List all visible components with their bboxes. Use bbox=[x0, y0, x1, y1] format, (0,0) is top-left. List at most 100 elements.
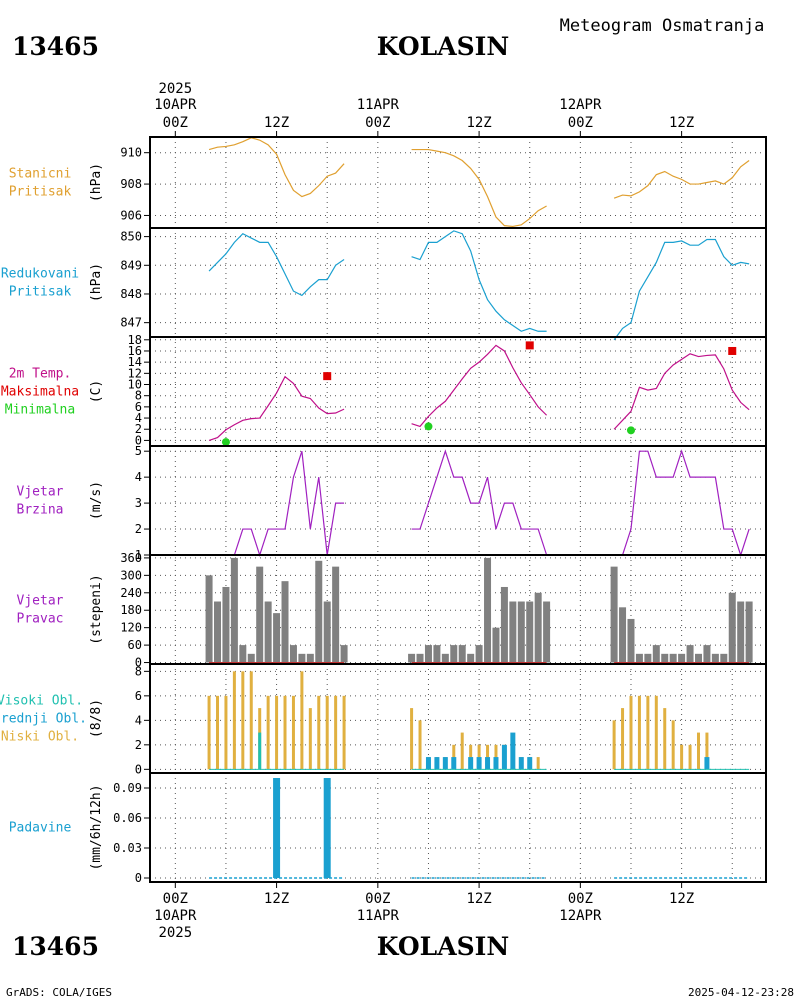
panel-label: Vjetar bbox=[17, 594, 64, 609]
cloud-low-bar bbox=[334, 695, 338, 770]
station-id-top: 13465 bbox=[12, 32, 99, 61]
wind-dir-bar bbox=[264, 601, 272, 663]
cloud-mid-bar bbox=[468, 757, 474, 770]
wind-dir-bar bbox=[273, 613, 281, 663]
wind-dir-bar bbox=[433, 645, 441, 663]
ylabel: (hPa) bbox=[89, 263, 104, 302]
wind-dir-bar bbox=[256, 566, 264, 663]
ytick-label: 12 bbox=[128, 366, 142, 380]
ytick-label: 0.06 bbox=[113, 811, 142, 825]
panel-precipitation: 0 0.03 0.06 0.09 (mm/6h/12h) Padavine bbox=[9, 772, 767, 885]
panel-frame bbox=[149, 136, 767, 229]
cloud-low-bar bbox=[275, 695, 279, 770]
cloud-low-bar bbox=[629, 695, 633, 770]
time-label-hour: 12Z bbox=[466, 115, 491, 131]
time-label-hour: 00Z bbox=[163, 115, 188, 131]
ytick-label: 16 bbox=[128, 344, 142, 358]
ytick-label: 180 bbox=[120, 603, 142, 617]
time-label-year: 2025 bbox=[158, 81, 192, 97]
cloud-mid-bar bbox=[476, 757, 482, 770]
cloud-low-bar bbox=[688, 744, 692, 770]
ytick-label: 2 bbox=[135, 738, 142, 752]
wind-dir-bar bbox=[703, 645, 711, 663]
cloud-low-bar bbox=[612, 720, 616, 770]
tmax-marker bbox=[323, 372, 332, 381]
cloud-low-bar bbox=[460, 732, 464, 770]
wind-dir-bar bbox=[694, 653, 702, 663]
wind-dir-bar bbox=[205, 575, 213, 663]
wind-dir-bar bbox=[509, 601, 517, 663]
wind-dir-bar bbox=[332, 566, 340, 663]
cloud-mid-bar bbox=[501, 744, 507, 770]
series-line bbox=[411, 344, 548, 428]
precip-bar bbox=[273, 778, 281, 878]
series-line bbox=[613, 353, 750, 430]
ytick-label: 0 bbox=[135, 656, 142, 670]
ytick-label: 0 bbox=[135, 762, 142, 776]
panel-label: Srednji Obl. bbox=[0, 712, 87, 727]
panel-frame bbox=[149, 336, 767, 447]
wind-dir-bar bbox=[526, 601, 534, 663]
wind-dir-bar bbox=[619, 607, 627, 663]
cloud-low-bar bbox=[291, 695, 295, 770]
wind-dir-bar bbox=[450, 645, 458, 663]
footer-timestamp: 2025-04-12-23:28 bbox=[688, 986, 794, 999]
ytick-label: 848 bbox=[120, 287, 142, 301]
ytick-label: 4 bbox=[135, 713, 142, 727]
ytick-label: 849 bbox=[120, 258, 142, 272]
time-label-hour: 12Z bbox=[669, 115, 694, 131]
wind-dir-bar bbox=[678, 653, 686, 663]
cloud-low-bar bbox=[207, 695, 211, 770]
cloud-low-bar bbox=[308, 708, 312, 770]
panel-label: Pritisak bbox=[9, 285, 72, 300]
time-label-hour: 00Z bbox=[568, 115, 593, 131]
cloud-high-bar bbox=[258, 732, 262, 770]
wind-dir-bar bbox=[711, 653, 719, 663]
wind-dir-bar bbox=[467, 653, 475, 663]
series-line bbox=[411, 449, 548, 556]
cloud-low-bar bbox=[249, 671, 253, 770]
series-line bbox=[208, 137, 345, 198]
wind-dir-bar bbox=[669, 653, 677, 663]
ytick-label: 2 bbox=[135, 422, 142, 436]
time-label-date: 10APR bbox=[154, 908, 197, 924]
wind-dir-bar bbox=[635, 653, 643, 663]
ylabel: (hPa) bbox=[89, 163, 104, 202]
ytick-label: 4 bbox=[135, 411, 142, 425]
ytick-label: 0 bbox=[135, 871, 142, 885]
cloud-low-bar bbox=[300, 671, 304, 770]
wind-dir-bar bbox=[652, 645, 660, 663]
panel-frame bbox=[149, 445, 767, 556]
cloud-low-bar bbox=[266, 695, 270, 770]
cloud-low-bar bbox=[418, 720, 422, 770]
cloud-mid-bar bbox=[451, 757, 457, 770]
cloud-low-bar bbox=[705, 732, 709, 770]
wind-dir-bar bbox=[214, 601, 222, 663]
cloud-low-bar bbox=[216, 695, 220, 770]
cloud-low-bar bbox=[342, 695, 346, 770]
wind-dir-bar bbox=[222, 586, 230, 663]
series-line bbox=[613, 160, 750, 199]
ytick-label: 906 bbox=[120, 208, 142, 222]
time-label-hour: 00Z bbox=[568, 891, 593, 907]
series-line bbox=[614, 449, 750, 557]
station-name-bottom: KOLASIN bbox=[377, 932, 509, 961]
cloud-mid-bar bbox=[527, 757, 533, 770]
time-label-date: 12APR bbox=[559, 97, 602, 113]
wind-dir-bar bbox=[500, 586, 508, 663]
ylabel: (stepeni) bbox=[89, 574, 104, 644]
wind-dir-bar bbox=[644, 653, 652, 663]
wind-dir-bar bbox=[728, 592, 736, 663]
ytick-label: 300 bbox=[120, 568, 142, 582]
time-label-hour: 12Z bbox=[264, 891, 289, 907]
panel-wind_direction: 0 60 120 180 240 300 360 (stepeni) Vjetar Pravac bbox=[17, 551, 767, 670]
series-line bbox=[411, 230, 547, 332]
panel-label: Redukovani bbox=[1, 267, 79, 282]
panel-label: Niski Obl. bbox=[1, 730, 79, 745]
cloud-low-bar bbox=[410, 708, 414, 770]
ytick-label: 6 bbox=[135, 689, 142, 703]
time-label-hour: 00Z bbox=[365, 115, 390, 131]
ytick-label: 0.09 bbox=[113, 781, 142, 795]
